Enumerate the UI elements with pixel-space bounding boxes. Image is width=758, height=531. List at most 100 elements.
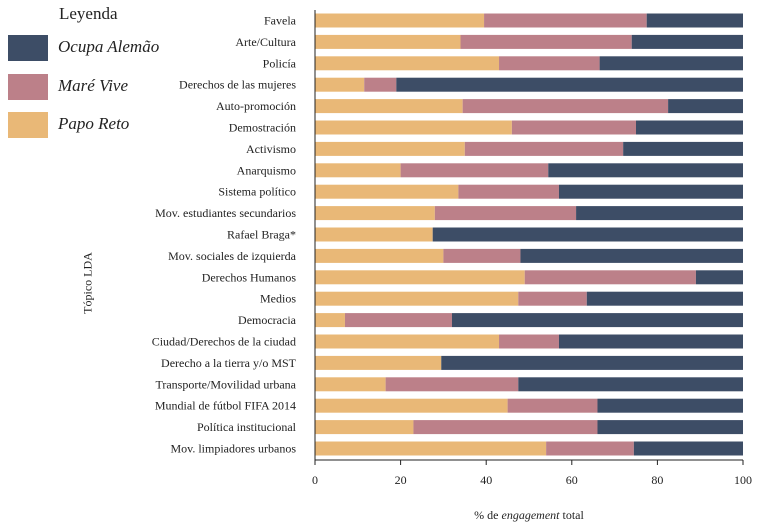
bar-papo-reto-mundial-de-futbol-fifa-2014 <box>315 398 508 413</box>
legend-label-mare-vive: Maré Vive <box>58 76 129 95</box>
y-tick-label: Transporte/Movilidad urbana <box>155 377 296 391</box>
y-tick-label: Mov. sociales de izquierda <box>168 249 297 263</box>
bar-mare-vive-anarquismo <box>400 163 549 178</box>
y-tick-label: Sistema político <box>218 185 296 199</box>
x-tick-label: 0 <box>312 473 318 487</box>
bar-papo-reto-democracia <box>315 313 345 328</box>
bar-mare-vive-favela <box>484 13 647 28</box>
bar-mare-vive-democracia <box>344 313 452 328</box>
y-tick-label: Mov. estudiantes secundarios <box>155 206 296 220</box>
bar-papo-reto-mov-estudiantes-secundarios <box>315 206 435 221</box>
bar-papo-reto-derechos-humanos <box>315 270 525 285</box>
bar-papo-reto-arte-cultura <box>315 34 461 49</box>
bar-ocupa-alemao-auto-promocion <box>668 99 743 114</box>
bar-ocupa-alemao-sistema-politico <box>558 184 743 199</box>
bar-papo-reto-auto-promocion <box>315 99 463 114</box>
bar-papo-reto-activismo <box>315 141 465 156</box>
legend-label-papo-reto: Papo Reto <box>58 114 130 133</box>
bar-mare-vive-policia <box>499 56 600 71</box>
legend-item-mare-vive: Maré Vive <box>8 74 208 102</box>
legend-swatch-ocupa-alemao <box>8 35 48 61</box>
x-tick-label: 100 <box>734 473 752 487</box>
y-tick-label: Medios <box>260 292 296 306</box>
bar-mare-vive-activismo <box>464 141 624 156</box>
bar-mare-vive-sistema-politico <box>458 184 559 199</box>
bar-papo-reto-demostracion <box>315 120 512 135</box>
y-tick-label: Ciudad/Derechos de la ciudad <box>152 335 296 349</box>
bar-ocupa-alemao-anarquismo <box>548 163 743 178</box>
bar-ocupa-alemao-rafael-braga <box>432 227 743 242</box>
bar-mare-vive-medios <box>518 291 587 306</box>
bar-mare-vive-mov-estudiantes-secundarios <box>434 206 577 221</box>
bar-papo-reto-derechos-de-las-mujeres <box>315 77 365 92</box>
y-tick-label: Auto-promoción <box>216 99 296 113</box>
bar-ocupa-alemao-mov-estudiantes-secundarios <box>576 206 743 221</box>
bar-ocupa-alemao-mov-limpiadores-urbanos <box>633 441 743 456</box>
bar-papo-reto-derecho-a-la-tierra-y-o-mst <box>315 355 442 370</box>
x-tick-label: 40 <box>480 473 492 487</box>
y-tick-label: Demostración <box>229 121 296 135</box>
bar-mare-vive-mov-sociales-de-izquierda <box>443 248 521 263</box>
bar-ocupa-alemao-democracia <box>451 313 743 328</box>
legend-swatch-papo-reto <box>8 112 48 138</box>
y-tick-label: Derechos Humanos <box>202 270 297 284</box>
bar-ocupa-alemao-ciudad-derechos-de-la-ciudad <box>558 334 743 349</box>
bar-papo-reto-ciudad-derechos-de-la-ciudad <box>315 334 500 349</box>
y-tick-label: Favela <box>264 14 297 28</box>
y-tick-label: Arte/Cultura <box>235 35 296 49</box>
bar-ocupa-alemao-medios <box>586 291 743 306</box>
x-axis-label: % de engagement total <box>474 508 584 523</box>
bar-papo-reto-medios <box>315 291 519 306</box>
bar-papo-reto-rafael-braga <box>315 227 433 242</box>
bar-mare-vive-derechos-humanos <box>524 270 696 285</box>
y-tick-label: Derecho a la tierra y/o MST <box>161 356 297 370</box>
bar-papo-reto-politica-institucional <box>315 420 414 435</box>
bar-ocupa-alemao-demostracion <box>636 120 743 135</box>
x-tick-label: 20 <box>395 473 407 487</box>
y-tick-label: Mundial de fútbol FIFA 2014 <box>155 399 296 413</box>
bar-mare-vive-transporte-movilidad-urbana <box>385 377 519 392</box>
bar-papo-reto-transporte-movilidad-urbana <box>315 377 386 392</box>
y-tick-label: Activismo <box>246 142 296 156</box>
bar-ocupa-alemao-derecho-a-la-tierra-y-o-mst <box>441 355 743 370</box>
bar-mare-vive-mov-limpiadores-urbanos <box>546 441 634 456</box>
x-axis-label-suffix: total <box>559 508 584 522</box>
legend-item-papo-reto: Papo Reto <box>8 112 208 140</box>
bar-papo-reto-policia <box>315 56 500 71</box>
bar-mare-vive-derechos-de-las-mujeres <box>364 77 397 92</box>
bar-ocupa-alemao-mov-sociales-de-izquierda <box>520 248 743 263</box>
bar-papo-reto-mov-sociales-de-izquierda <box>315 248 444 263</box>
bar-ocupa-alemao-policia <box>599 56 743 71</box>
bar-mare-vive-ciudad-derechos-de-la-ciudad <box>499 334 559 349</box>
legend-swatch-mare-vive <box>8 74 48 100</box>
bar-papo-reto-mov-limpiadores-urbanos <box>315 441 547 456</box>
bar-papo-reto-sistema-politico <box>315 184 459 199</box>
bar-ocupa-alemao-politica-institucional <box>597 420 743 435</box>
y-tick-label: Derechos de las mujeres <box>179 78 296 92</box>
x-axis-label-italic: engagement <box>501 508 560 522</box>
bar-papo-reto-favela <box>315 13 485 28</box>
x-tick-label: 60 <box>566 473 578 487</box>
bar-ocupa-alemao-arte-cultura <box>631 34 743 49</box>
legend-label-ocupa-alemao: Ocupa Alemão <box>58 37 160 56</box>
bar-mare-vive-mundial-de-futbol-fifa-2014 <box>507 398 598 413</box>
y-tick-label: Policía <box>263 56 297 70</box>
y-tick-label: Anarquismo <box>237 163 296 177</box>
y-axis-label: Tópico LDA <box>80 252 95 314</box>
bar-ocupa-alemao-mundial-de-futbol-fifa-2014 <box>597 398 743 413</box>
legend-item-ocupa-alemao: Ocupa Alemão <box>8 35 208 63</box>
bar-mare-vive-demostracion <box>511 120 636 135</box>
bar-mare-vive-arte-cultura <box>460 34 632 49</box>
y-tick-label: Política institucional <box>197 420 297 434</box>
bar-ocupa-alemao-transporte-movilidad-urbana <box>518 377 743 392</box>
x-tick-label: 80 <box>651 473 663 487</box>
x-axis-label-prefix: % de <box>474 508 502 522</box>
y-tick-label: Rafael Braga* <box>227 228 296 242</box>
bar-ocupa-alemao-derechos-de-las-mujeres <box>396 77 743 92</box>
y-tick-label: Mov. limpiadores urbanos <box>170 442 296 456</box>
bar-ocupa-alemao-derechos-humanos <box>695 270 743 285</box>
legend-title: Leyenda <box>59 4 118 23</box>
bar-mare-vive-auto-promocion <box>462 99 669 114</box>
y-tick-label: Democracia <box>238 313 297 327</box>
